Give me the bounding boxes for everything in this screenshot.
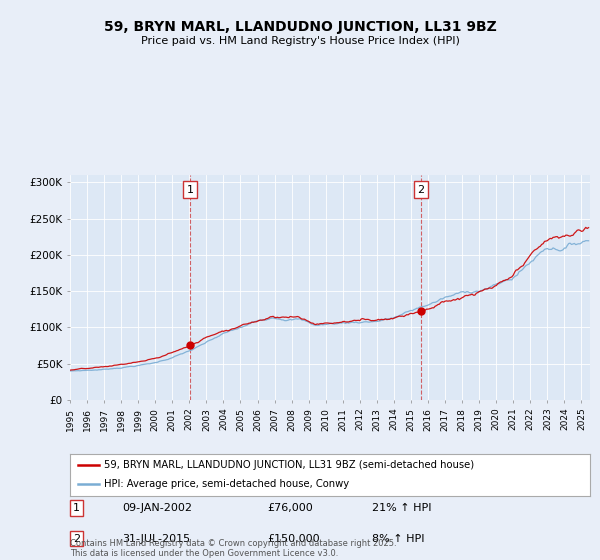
Text: 21% ↑ HPI: 21% ↑ HPI	[371, 503, 431, 513]
Text: 31-JUL-2015: 31-JUL-2015	[122, 534, 190, 544]
Text: 59, BRYN MARL, LLANDUDNO JUNCTION, LL31 9BZ: 59, BRYN MARL, LLANDUDNO JUNCTION, LL31 …	[104, 20, 496, 34]
Text: 2: 2	[73, 534, 80, 544]
Text: 09-JAN-2002: 09-JAN-2002	[122, 503, 192, 513]
Text: 1: 1	[187, 184, 193, 194]
Text: £76,000: £76,000	[268, 503, 313, 513]
Text: 8% ↑ HPI: 8% ↑ HPI	[371, 534, 424, 544]
Text: HPI: Average price, semi-detached house, Conwy: HPI: Average price, semi-detached house,…	[104, 479, 349, 489]
Text: 59, BRYN MARL, LLANDUDNO JUNCTION, LL31 9BZ (semi-detached house): 59, BRYN MARL, LLANDUDNO JUNCTION, LL31 …	[104, 460, 474, 470]
Text: 2: 2	[418, 184, 424, 194]
Text: Contains HM Land Registry data © Crown copyright and database right 2025.
This d: Contains HM Land Registry data © Crown c…	[70, 539, 397, 558]
Text: 1: 1	[73, 503, 80, 513]
Text: £150,000: £150,000	[268, 534, 320, 544]
Text: Price paid vs. HM Land Registry's House Price Index (HPI): Price paid vs. HM Land Registry's House …	[140, 36, 460, 46]
